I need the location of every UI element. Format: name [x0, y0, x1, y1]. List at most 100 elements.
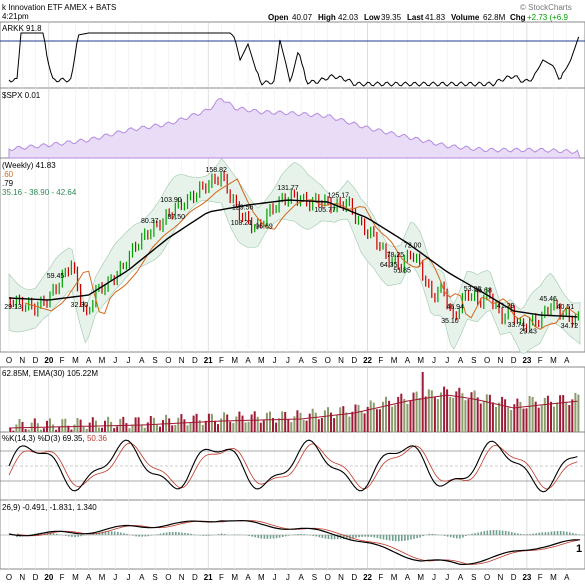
volume-bar	[21, 422, 24, 432]
volume-bar	[287, 419, 290, 432]
macd-histogram-bar	[321, 535, 324, 538]
volume-bar	[513, 404, 516, 432]
volume-bar	[391, 406, 394, 432]
volume-bar	[336, 414, 339, 432]
month-axis-bottom: O N D 20 F M A M J J A S O N D 21 F M A M J J A S O N D 22 F M A M J J A S O…	[6, 573, 570, 582]
month-label: 22	[363, 356, 372, 365]
volume-bar	[128, 428, 131, 432]
macd-histogram-bar	[126, 533, 128, 535]
volume-bar	[369, 400, 372, 432]
volume-bar	[262, 420, 265, 432]
macd-panel-label: 26,9) -0.491, -1.831, 1.340	[2, 503, 97, 512]
macd-histogram-bar	[74, 535, 76, 538]
volume-bar	[189, 423, 192, 432]
month-label: M	[417, 356, 424, 365]
macd-histogram-bar	[43, 532, 46, 535]
volume-bar	[556, 402, 559, 432]
price-annotation: 96.69	[255, 224, 273, 231]
macd-histogram-bar	[68, 535, 70, 537]
macd-histogram-bar	[391, 535, 394, 541]
high-value: 42.03	[338, 13, 359, 22]
macd-histogram-bar	[297, 534, 299, 535]
volume-bar	[9, 428, 12, 432]
volume-bar	[330, 412, 332, 432]
macd-histogram-bar	[486, 530, 489, 535]
volume-bar	[449, 397, 452, 432]
month-label: N	[19, 573, 25, 582]
month-label: M	[99, 356, 106, 365]
month-label: J	[273, 573, 277, 582]
month-label: N	[19, 356, 25, 365]
volume-bar	[24, 429, 27, 432]
volume-bar	[250, 414, 253, 432]
volume-bar	[574, 392, 577, 432]
volume-bar	[418, 398, 421, 432]
macd-histogram-bar	[110, 531, 113, 535]
volume-bar	[452, 397, 455, 432]
macd-histogram-bar	[104, 531, 107, 535]
macd-histogram-bar	[566, 531, 568, 535]
macd-histogram-bar	[364, 535, 366, 537]
macd-histogram-bar	[266, 535, 269, 539]
macd-histogram-bar	[492, 530, 495, 535]
month-label: O	[165, 573, 171, 582]
macd-histogram-bar	[428, 533, 431, 535]
month-label: F	[378, 356, 383, 365]
month-label: A	[405, 573, 411, 582]
volume-bar	[546, 395, 549, 432]
volume-bar	[290, 422, 293, 432]
volume-bar	[278, 418, 281, 432]
month-label: A	[86, 573, 92, 582]
volume-label: Volume	[451, 13, 480, 22]
volume-panel-label: 62.85M, EMA(30) 105.22M	[2, 369, 98, 378]
volume-bar	[430, 390, 433, 432]
macd-histogram-bar	[333, 535, 336, 540]
macd-histogram-bar	[544, 532, 547, 535]
volume-bar	[198, 420, 201, 432]
volume-bar	[91, 417, 94, 432]
macd-histogram-bar	[413, 535, 415, 539]
macd-histogram-bar	[285, 535, 287, 537]
volume-bar	[269, 411, 271, 432]
price-annotation: 87.50	[168, 214, 186, 221]
month-label: O	[165, 356, 171, 365]
macd-histogram-bar	[168, 532, 171, 535]
volume-bar	[113, 428, 116, 432]
month-label: J	[127, 356, 131, 365]
macd-histogram-bar	[31, 534, 33, 535]
macd-histogram-bar	[431, 533, 434, 535]
volume-bar	[149, 416, 152, 432]
open-label: Open	[268, 13, 289, 22]
volume-bar	[67, 425, 70, 432]
month-label: 21	[204, 356, 213, 365]
volume-bar	[272, 418, 274, 432]
macd-histogram-bar	[538, 532, 541, 535]
macd-histogram-bar	[507, 531, 510, 535]
month-label: D	[511, 573, 517, 582]
volume-bar	[446, 389, 449, 432]
macd-histogram-bar	[208, 535, 211, 536]
volume-bar	[382, 401, 384, 432]
volume-bar	[345, 412, 348, 432]
macd-histogram-bar	[346, 535, 348, 540]
macd-histogram-bar	[156, 534, 159, 535]
macd-histogram-bar	[199, 535, 201, 536]
price-annotation: 80.37	[141, 218, 159, 225]
volume-bar	[207, 413, 210, 432]
month-label: J	[127, 573, 131, 582]
price-annotation: 129.56	[232, 204, 254, 211]
macd-histogram-bar	[556, 531, 559, 535]
month-label: 20	[44, 356, 53, 365]
volume-bar	[323, 410, 326, 432]
volume-bar	[400, 393, 403, 432]
macd-histogram-bar	[132, 535, 134, 536]
volume-bar	[427, 389, 430, 432]
month-label: J	[286, 573, 290, 582]
macd-histogram-bar	[49, 532, 52, 535]
macd-histogram-bar	[303, 534, 305, 535]
macd-histogram-bar	[575, 533, 577, 535]
price-annotations: 29.13 59.45 32.30 80.37 87.50 103.90 158.82 129…	[4, 167, 578, 336]
panel-frame-macd	[0, 499, 585, 570]
volume-bar	[388, 400, 391, 432]
volume-bar	[247, 421, 250, 432]
